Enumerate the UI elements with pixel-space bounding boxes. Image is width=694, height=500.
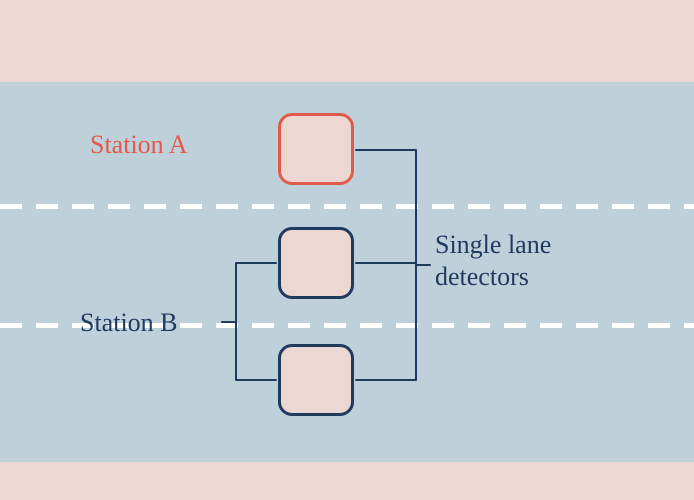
- detector-node-b1: [278, 227, 354, 299]
- station-a-label: Station A: [90, 130, 188, 160]
- detectors-label-line2: detectors: [435, 262, 529, 292]
- lane-divider-1: [0, 204, 694, 209]
- detector-node-b2: [278, 344, 354, 416]
- station-b-label: Station B: [80, 308, 178, 338]
- background-top: [0, 0, 694, 82]
- background-bottom: [0, 462, 694, 500]
- diagram-canvas: Station A Station B Single lane detector…: [0, 0, 694, 500]
- detectors-label-line1: Single lane: [435, 230, 551, 260]
- detector-node-a1: [278, 113, 354, 185]
